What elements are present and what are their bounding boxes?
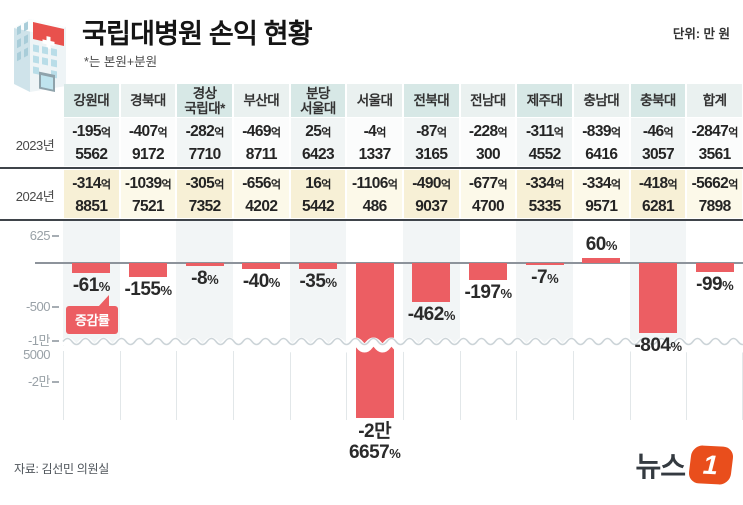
value-cell-1-9: -334억 9571: [574, 170, 629, 218]
value-cell-1-10: -418억 6281: [630, 170, 686, 218]
column-header-4: 분당 서울대: [290, 84, 346, 117]
column-header-7: 전남대: [460, 84, 516, 117]
column-header-0: 강원대: [64, 84, 119, 117]
column-header-6: 전북대: [404, 84, 459, 117]
column-line-10: [629, 351, 631, 420]
y-tick-mark-3: [52, 381, 59, 383]
bar-value-label-8: -7%: [531, 267, 559, 288]
bar-7: [469, 263, 507, 280]
column-line-0: [63, 351, 64, 420]
value-cell-0-1: -407억 9172: [120, 118, 176, 166]
bar-3: [242, 263, 281, 269]
bar-8: [525, 263, 564, 265]
bar-10: [639, 263, 677, 333]
bar-1: [129, 263, 167, 277]
row-label-1: 2024년: [15, 189, 55, 204]
column-line-5: [346, 351, 348, 420]
news1-logo-badge: 1: [687, 444, 735, 486]
news1-logo-text: 뉴스: [635, 451, 686, 482]
bar-value-label-11: -99%: [696, 274, 734, 295]
table-rule-bottom: [0, 218, 743, 221]
value-cell-1-4: 16억 5442: [290, 170, 346, 218]
value-cell-1-3: -656억 4202: [234, 170, 289, 218]
column-header-9: 충남대: [574, 84, 629, 117]
page-title: 국립대병원 손익 현황: [82, 19, 313, 49]
column-header-8: 제주대: [517, 84, 572, 117]
unit-label: 단위: 만 원: [672, 27, 730, 41]
row-label-0: 2023년: [15, 138, 55, 153]
column-band-2: [176, 221, 233, 346]
column-header-5: 서울대: [347, 84, 402, 117]
bar-value-label-4: -35%: [299, 271, 337, 292]
column-line-1: [119, 351, 121, 420]
column-line-8: [516, 351, 518, 420]
column-header-2: 경상 국립대*: [177, 84, 232, 117]
column-line-2: [176, 351, 178, 420]
column-line-9: [573, 351, 574, 420]
column-band-4: [289, 221, 347, 346]
y-tick-mark-0: [52, 235, 59, 237]
y-tick-2: -1만 5000: [23, 333, 50, 362]
value-cell-1-0: -314억 8851: [64, 170, 119, 218]
bar-2: [185, 263, 224, 266]
value-cell-1-7: -677억 4700: [460, 170, 516, 218]
column-header-3: 부산대: [234, 84, 289, 117]
bar-9: [582, 258, 621, 263]
value-cell-0-4: 25억 6423: [290, 118, 346, 166]
change-rate-callout: 증감률: [66, 295, 119, 334]
y-tick-mark-2: [52, 340, 59, 342]
value-cell-0-5: -4억 1337: [347, 118, 402, 166]
bar-value-label-6: -462%: [407, 304, 456, 325]
value-cell-0-11: -2847억 3561: [687, 118, 742, 166]
value-cell-1-1: -1039억 7521: [120, 170, 176, 218]
value-cell-1-6: -490억 9037: [404, 170, 459, 218]
value-cell-0-2: -282억 7710: [177, 118, 232, 166]
column-header-1: 경북대: [120, 84, 176, 117]
bar-value-label-0: -61%: [72, 275, 111, 296]
bar-value-label-10: -804%: [634, 335, 682, 356]
bar-4: [299, 263, 337, 269]
y-tick-0: 625: [29, 228, 51, 243]
value-cell-0-3: -469억 8711: [234, 118, 289, 166]
column-line-6: [403, 351, 404, 420]
news1-logo: 뉴스 1: [635, 444, 735, 486]
bar-value-label-3: -40%: [242, 271, 281, 292]
value-cell-0-6: -87억 3165: [404, 118, 459, 166]
bar-0: [72, 263, 111, 273]
bar-6: [412, 263, 451, 302]
hospital-building-icon: [14, 19, 66, 92]
bar-11: [695, 263, 734, 272]
y-tick-mark-1: [52, 306, 59, 308]
column-line-4: [289, 351, 291, 420]
news1-logo-badge-digit: 1: [702, 449, 720, 480]
column-band-8: [516, 221, 573, 346]
column-header-10: 충북대: [630, 84, 686, 117]
column-line-7: [459, 351, 461, 420]
value-cell-0-10: -46억 3057: [630, 118, 686, 166]
value-cell-0-0: -195억 5562: [64, 118, 119, 166]
bar-value-label-1: -155%: [124, 279, 172, 300]
column-line-11: [686, 351, 688, 420]
bar-value-label-5: -2만 6657%: [348, 421, 401, 463]
value-cell-1-2: -305억 7352: [177, 170, 232, 218]
title-footnote: *는 본원+분원: [84, 55, 158, 69]
value-cell-1-8: -334억 5335: [517, 170, 572, 218]
value-cell-0-7: -228억 300: [460, 118, 516, 166]
table-rule-top: [0, 167, 743, 169]
value-cell-0-9: -839억 6416: [574, 118, 629, 166]
source-credit: 자료: 김선민 의원실: [14, 462, 110, 476]
value-cell-1-5: -1106억 486: [347, 170, 402, 218]
bar-value-label-9: 60%: [585, 234, 618, 255]
bar-value-label-2: -8%: [191, 268, 219, 289]
bar-value-label-7: -197%: [464, 282, 512, 303]
column-header-11: 합계: [687, 84, 742, 117]
value-cell-0-8: -311억 4552: [517, 118, 572, 166]
value-cell-1-11: -5662억 7898: [687, 170, 742, 218]
y-tick-1: -500: [25, 299, 51, 314]
column-line-3: [233, 351, 234, 420]
y-tick-3: -2만: [27, 374, 51, 389]
